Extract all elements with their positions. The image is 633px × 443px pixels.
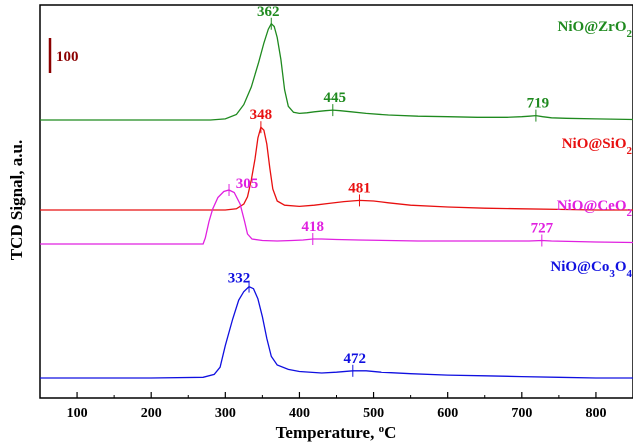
series-label: NiO@CeO2 — [557, 198, 633, 219]
series-line — [40, 125, 633, 211]
x-tick-label: 800 — [585, 406, 606, 421]
x-tick-label: 500 — [363, 406, 384, 421]
peak-label: 362 — [257, 4, 280, 20]
series-label: NiO@Co3O4 — [550, 259, 632, 280]
x-axis-title: Temperature, oC — [276, 423, 397, 442]
peak-label: 418 — [302, 219, 325, 235]
series-layer: 362 445 719 NiO@ZrO2 348 481 NiO@SiO2 305 418 727… — [40, 4, 633, 379]
x-tick-label: 100 — [67, 406, 88, 421]
x-tick-label: 700 — [511, 406, 532, 421]
peak-label: 719 — [527, 96, 550, 112]
series-line — [40, 285, 633, 379]
peak-label: 481 — [348, 180, 371, 196]
peak-label: 332 — [228, 271, 251, 287]
series-label: NiO@ZrO2 — [558, 19, 633, 40]
peak-label: 727 — [531, 221, 554, 237]
y-axis-title: TCD Signal, a.u. — [7, 140, 26, 260]
plot-frame — [39, 4, 633, 399]
series-line — [40, 22, 633, 121]
x-tick-label: 400 — [289, 406, 310, 421]
peak-label: 445 — [324, 90, 347, 106]
x-tick-label: 300 — [215, 406, 236, 421]
peak-label: 305 — [236, 176, 259, 192]
x-tick-label: 200 — [141, 406, 162, 421]
peak-label: 348 — [250, 107, 273, 123]
peak-label: 472 — [344, 351, 367, 367]
x-tick-label: 600 — [437, 406, 458, 421]
x-axis-ticks: 100 200 300 400 500 600 700 800 — [39, 392, 633, 421]
series-line — [40, 189, 633, 245]
scale-bar-label: 100 — [56, 49, 79, 65]
scale-bar: 100 — [48, 38, 79, 73]
series-label: NiO@SiO2 — [562, 136, 633, 157]
